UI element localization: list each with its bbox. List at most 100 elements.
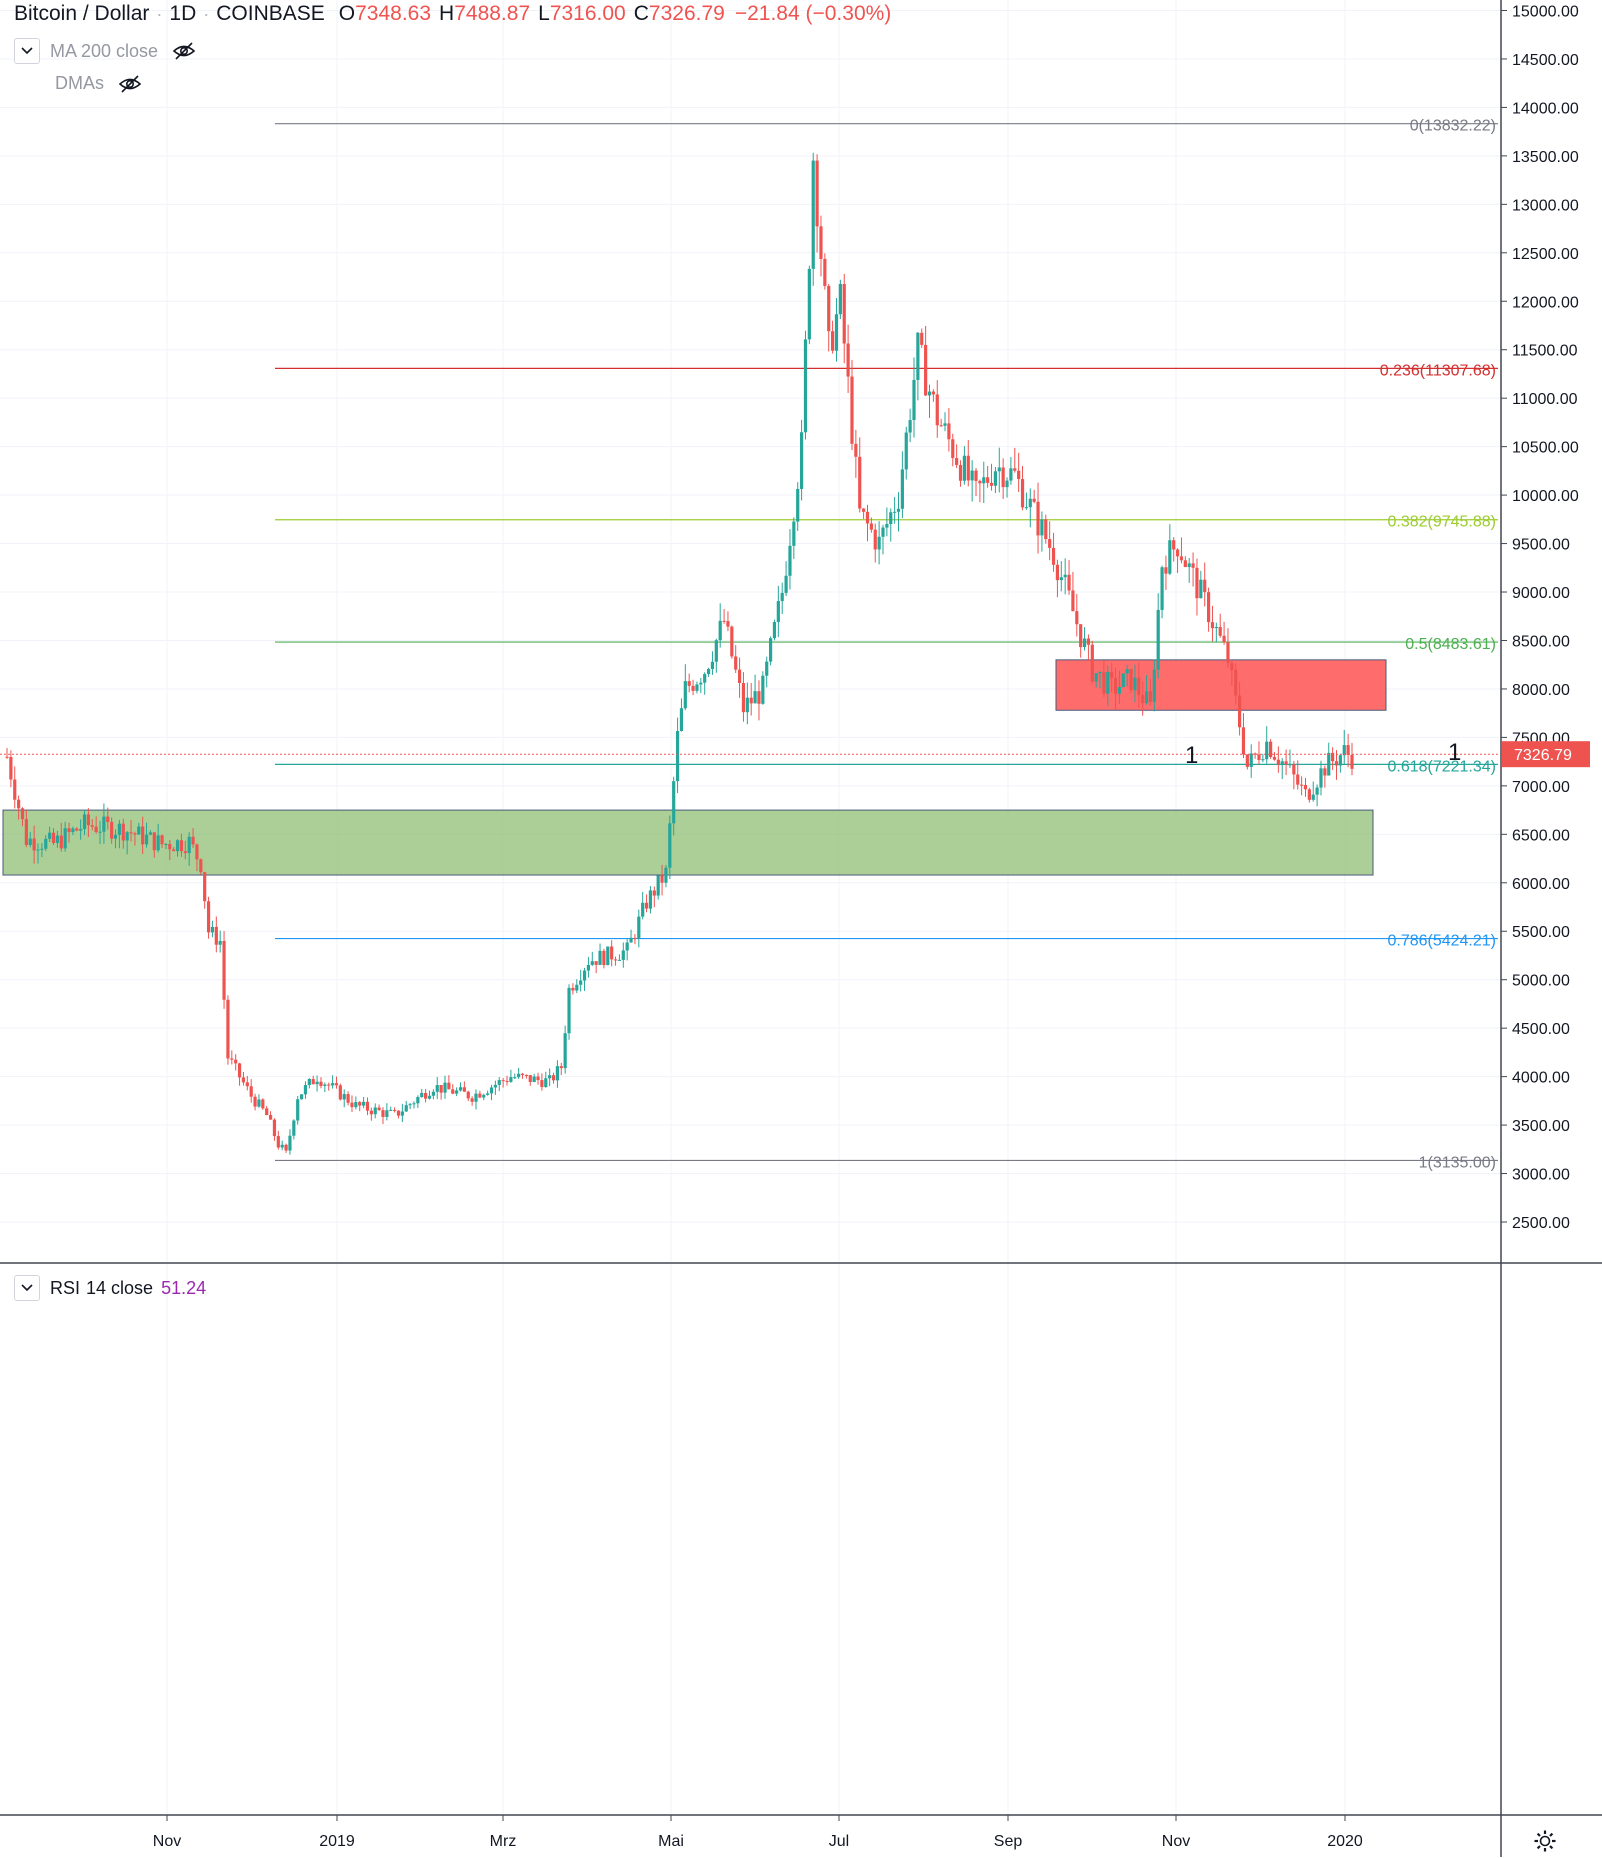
candle — [218, 930, 222, 953]
candle-body — [1206, 592, 1211, 623]
fib-level-label: 0.786(5424.21) — [1387, 933, 1496, 950]
candle-body — [1350, 754, 1354, 769]
candle-body — [1214, 626, 1218, 629]
candle-body — [1079, 624, 1083, 648]
candle-body — [1303, 784, 1308, 790]
candle-body — [807, 268, 811, 340]
candle-body — [63, 828, 67, 849]
candle-body — [474, 1093, 478, 1102]
candle — [245, 1075, 249, 1091]
candle — [520, 1072, 525, 1079]
candle-body — [691, 685, 695, 691]
candle-body — [1300, 784, 1304, 786]
candle — [284, 1143, 288, 1153]
candle — [935, 380, 939, 438]
candle — [939, 418, 943, 427]
candle-body — [1090, 644, 1094, 682]
candle-body — [1032, 498, 1036, 502]
candle-body — [230, 1058, 234, 1060]
candle — [699, 677, 703, 693]
candle — [858, 437, 862, 513]
candle — [420, 1088, 424, 1098]
fibonacci-retracement[interactable]: 0(13832.22) 0.236(11307.68) 0.382(9745.88)… — [275, 118, 1498, 1172]
symbol-name[interactable]: Bitcoin / Dollar — [14, 2, 150, 25]
rsi-legend[interactable]: RSI 14 close 51.24 — [14, 1275, 206, 1301]
candle-body — [354, 1102, 358, 1108]
interval-label[interactable]: 1D — [169, 2, 197, 25]
candle — [796, 482, 800, 531]
candle-body — [90, 825, 94, 827]
candle — [722, 609, 726, 624]
candle-body — [761, 675, 765, 704]
candle — [416, 1095, 420, 1109]
symbol-legend[interactable]: Bitcoin / Dollar · 1D · COINBASE O 7348.6… — [14, 2, 891, 26]
indicator-label[interactable]: MA 200 close — [50, 40, 159, 61]
eye-crossed-icon[interactable] — [172, 41, 196, 61]
candle — [970, 460, 974, 502]
candle-body — [187, 836, 191, 854]
candle-body — [675, 730, 680, 782]
candle-body — [1005, 480, 1009, 488]
wave-annotation[interactable]: 1 — [1448, 739, 1461, 766]
indicator-label[interactable]: DMAs — [55, 73, 104, 93]
candle-body — [555, 1066, 560, 1081]
candle-body — [17, 799, 21, 809]
y-tick-label: 15000.00 — [1512, 4, 1579, 21]
candle-body — [989, 482, 994, 486]
candle — [1094, 672, 1098, 688]
candle — [1028, 488, 1032, 528]
candle — [745, 682, 749, 725]
candle — [268, 1111, 273, 1120]
candle-body — [1036, 501, 1040, 536]
indicator-dmas[interactable]: DMAs — [55, 73, 142, 94]
eye-crossed-icon[interactable] — [118, 74, 142, 94]
candle-body — [20, 808, 25, 820]
candle-body — [1245, 754, 1249, 767]
candle-body — [137, 826, 141, 835]
candle-body — [1272, 756, 1277, 760]
collapse-legend-button[interactable] — [14, 38, 40, 64]
candle-body — [497, 1080, 501, 1085]
candle-body — [1141, 694, 1145, 704]
candle — [772, 619, 777, 641]
candle-body — [598, 950, 602, 965]
indicator-ma200[interactable]: MA 200 close — [14, 38, 196, 64]
rsi-name[interactable]: RSI — [50, 1277, 81, 1298]
candle — [951, 433, 955, 467]
candle — [563, 1025, 567, 1074]
candle — [261, 1098, 265, 1110]
candle-body — [268, 1115, 273, 1120]
gear-icon[interactable] — [1533, 1829, 1557, 1858]
collapse-rsi-button[interactable] — [14, 1275, 40, 1301]
candle-body — [210, 926, 215, 933]
candle-body — [1059, 577, 1063, 581]
candle — [354, 1096, 358, 1110]
candle — [1051, 532, 1056, 572]
support-zone[interactable] — [2, 809, 1374, 876]
candle — [540, 1073, 544, 1091]
candle — [780, 582, 784, 615]
wave-annotation[interactable]: 1 — [1185, 742, 1198, 769]
candle-body — [1249, 753, 1253, 767]
candle-body — [1156, 609, 1160, 670]
candle — [621, 942, 625, 968]
candle-body — [784, 575, 788, 593]
resistance-zone[interactable] — [1055, 659, 1387, 711]
candle — [346, 1091, 350, 1106]
low-label: L — [538, 2, 550, 25]
candle — [598, 943, 602, 965]
candle-body — [737, 669, 742, 684]
candle-body — [1334, 761, 1339, 766]
candle-body — [226, 999, 230, 1059]
candle-body — [486, 1093, 490, 1095]
candle — [292, 1119, 296, 1140]
candle-body — [873, 529, 877, 550]
candle — [834, 298, 839, 362]
candle — [815, 154, 819, 253]
candle — [776, 585, 780, 638]
candle — [79, 819, 83, 840]
candle — [1055, 559, 1060, 598]
x-tick-label: Nov — [153, 1833, 181, 1850]
